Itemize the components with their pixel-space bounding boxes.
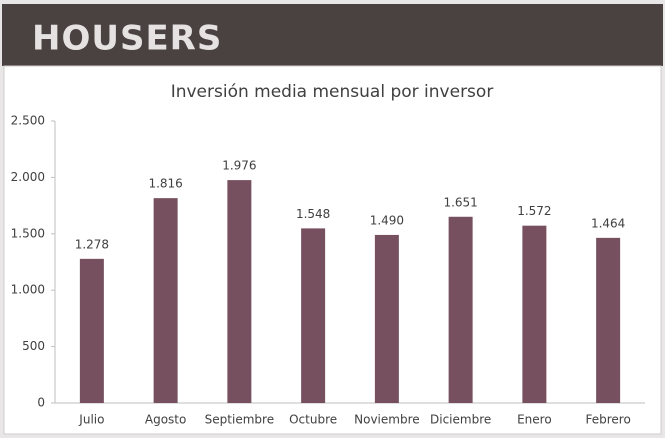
value-label: 1.572 <box>517 204 551 218</box>
x-tick-label: Octubre <box>289 413 337 427</box>
chart-title: Inversión media mensual por inversor <box>171 82 494 102</box>
value-label: 1.816 <box>148 177 182 191</box>
bar <box>522 225 547 403</box>
x-tick-label: Agosto <box>145 413 186 427</box>
bar <box>374 234 399 403</box>
bar <box>596 237 621 403</box>
value-label: 1.976 <box>222 159 256 173</box>
y-tick-label: 1.000 <box>11 283 45 297</box>
x-tick-label: Enero <box>517 413 552 427</box>
chart-panel <box>3 65 662 435</box>
value-label: 1.278 <box>75 237 109 251</box>
bar <box>79 258 104 403</box>
value-label: 1.490 <box>370 213 404 227</box>
bar <box>448 216 473 403</box>
y-tick-label: 1.500 <box>11 226 45 240</box>
x-tick-label: Febrero <box>585 413 630 427</box>
x-tick-label: Diciembre <box>430 413 491 427</box>
x-tick-label: Septiembre <box>205 413 274 427</box>
value-label: 1.651 <box>443 195 477 209</box>
value-label: 1.548 <box>296 207 330 221</box>
y-tick-label: 0 <box>37 396 45 410</box>
y-tick-label: 500 <box>22 339 45 353</box>
y-tick-label: 2.500 <box>11 114 45 128</box>
logo: HOUSERS <box>32 19 222 59</box>
x-tick-label: Noviembre <box>354 413 420 427</box>
bar <box>227 180 252 403</box>
bar <box>301 228 326 403</box>
bar <box>153 198 178 403</box>
y-tick-label: 2.000 <box>11 170 45 184</box>
value-label: 1.464 <box>591 216 625 230</box>
header-band <box>2 4 663 66</box>
x-tick-label: Julio <box>78 413 104 427</box>
